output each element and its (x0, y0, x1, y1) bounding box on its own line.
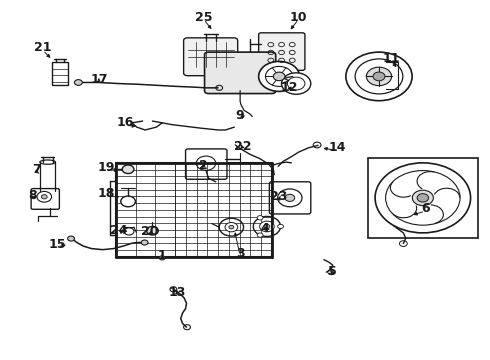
Circle shape (285, 194, 294, 202)
Circle shape (373, 72, 385, 81)
Circle shape (257, 233, 263, 237)
Circle shape (253, 216, 281, 237)
Text: 19: 19 (98, 161, 115, 174)
Circle shape (229, 225, 234, 229)
Circle shape (257, 216, 263, 220)
Text: 15: 15 (49, 238, 66, 251)
FancyBboxPatch shape (204, 52, 276, 94)
Circle shape (159, 256, 165, 260)
Text: 7: 7 (32, 163, 41, 176)
Circle shape (74, 80, 82, 85)
Text: 13: 13 (168, 286, 186, 299)
Circle shape (260, 221, 274, 232)
Ellipse shape (40, 189, 55, 193)
Circle shape (367, 67, 392, 86)
Bar (51, 62, 68, 85)
Text: 25: 25 (195, 11, 212, 24)
Text: 21: 21 (34, 41, 51, 54)
Text: 10: 10 (290, 11, 307, 24)
Circle shape (264, 224, 270, 229)
Text: 9: 9 (236, 109, 245, 122)
Text: 6: 6 (421, 202, 430, 215)
Text: 5: 5 (328, 265, 337, 278)
Circle shape (141, 240, 148, 245)
Circle shape (346, 52, 412, 101)
Text: 18: 18 (98, 187, 115, 200)
Text: 12: 12 (280, 81, 297, 94)
FancyBboxPatch shape (31, 189, 59, 209)
Text: 24: 24 (110, 224, 127, 237)
Circle shape (225, 222, 238, 232)
Circle shape (259, 62, 299, 91)
Text: 8: 8 (29, 189, 37, 202)
Circle shape (121, 196, 135, 207)
FancyBboxPatch shape (270, 182, 311, 214)
Circle shape (355, 59, 403, 94)
Text: 22: 22 (234, 140, 251, 153)
Text: 1: 1 (158, 248, 167, 261)
FancyBboxPatch shape (259, 33, 305, 70)
Circle shape (417, 194, 429, 202)
Text: 11: 11 (382, 52, 400, 65)
Circle shape (266, 66, 293, 86)
Ellipse shape (40, 160, 55, 164)
Text: 17: 17 (90, 73, 108, 86)
Text: 16: 16 (117, 116, 134, 129)
Polygon shape (368, 158, 478, 238)
Circle shape (288, 77, 305, 90)
Circle shape (122, 165, 134, 174)
Circle shape (68, 236, 74, 241)
Bar (116, 163, 272, 257)
Circle shape (282, 73, 311, 94)
Text: 14: 14 (329, 141, 346, 154)
FancyBboxPatch shape (186, 149, 227, 179)
Circle shape (124, 228, 134, 235)
Circle shape (219, 218, 244, 236)
Circle shape (278, 224, 284, 229)
Circle shape (412, 190, 433, 206)
Text: 2: 2 (199, 159, 208, 172)
Text: 3: 3 (236, 247, 245, 260)
Text: 4: 4 (260, 222, 269, 235)
Circle shape (147, 226, 158, 235)
Text: 20: 20 (141, 225, 159, 238)
FancyBboxPatch shape (184, 38, 238, 76)
Text: 23: 23 (270, 190, 288, 203)
Circle shape (41, 195, 47, 199)
Circle shape (273, 72, 285, 81)
